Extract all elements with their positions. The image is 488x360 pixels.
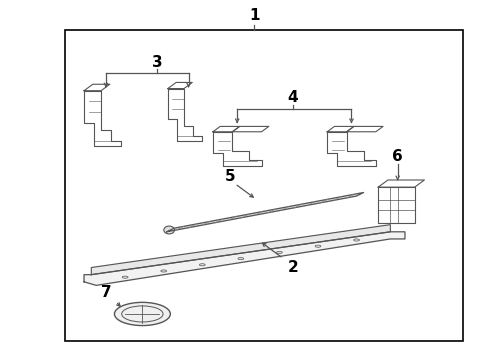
Polygon shape (84, 232, 404, 285)
Ellipse shape (276, 251, 282, 253)
Ellipse shape (314, 245, 320, 247)
Polygon shape (91, 225, 389, 275)
Text: 6: 6 (391, 149, 402, 164)
Ellipse shape (163, 226, 174, 234)
Text: 1: 1 (248, 8, 259, 23)
Text: 5: 5 (224, 169, 235, 184)
Text: 3: 3 (151, 55, 162, 69)
Text: 4: 4 (287, 90, 298, 105)
Ellipse shape (199, 264, 205, 266)
Text: 2: 2 (287, 260, 298, 275)
Ellipse shape (122, 276, 128, 278)
Polygon shape (166, 193, 363, 232)
Bar (64, 30, 462, 341)
Ellipse shape (238, 257, 244, 260)
Ellipse shape (353, 239, 359, 241)
Ellipse shape (161, 270, 166, 272)
Ellipse shape (114, 302, 170, 325)
Text: 7: 7 (101, 285, 111, 300)
